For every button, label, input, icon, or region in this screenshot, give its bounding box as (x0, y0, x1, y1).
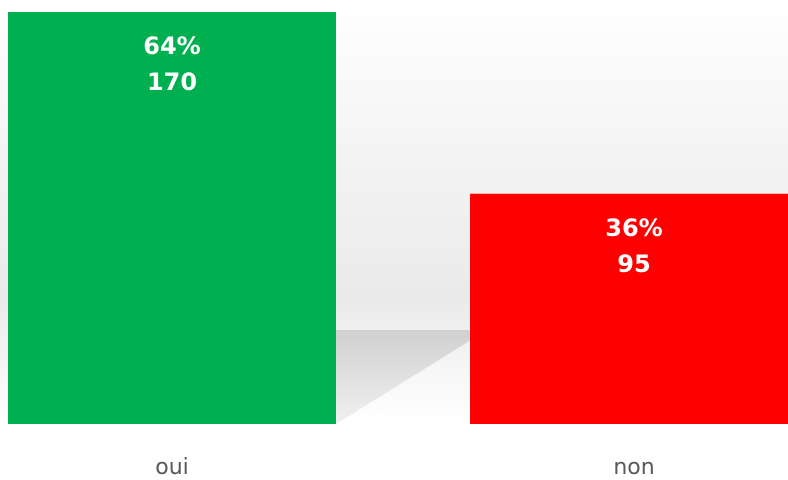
bar (470, 193, 788, 424)
x-tick-label: oui (155, 455, 189, 480)
value-label: 95 (617, 250, 650, 278)
share-label: 64% (143, 32, 200, 60)
bar (8, 12, 336, 424)
share-label: 36% (605, 214, 662, 242)
shadow (336, 330, 471, 424)
x-tick-label: non (613, 455, 654, 480)
value-label: 170 (147, 68, 197, 96)
